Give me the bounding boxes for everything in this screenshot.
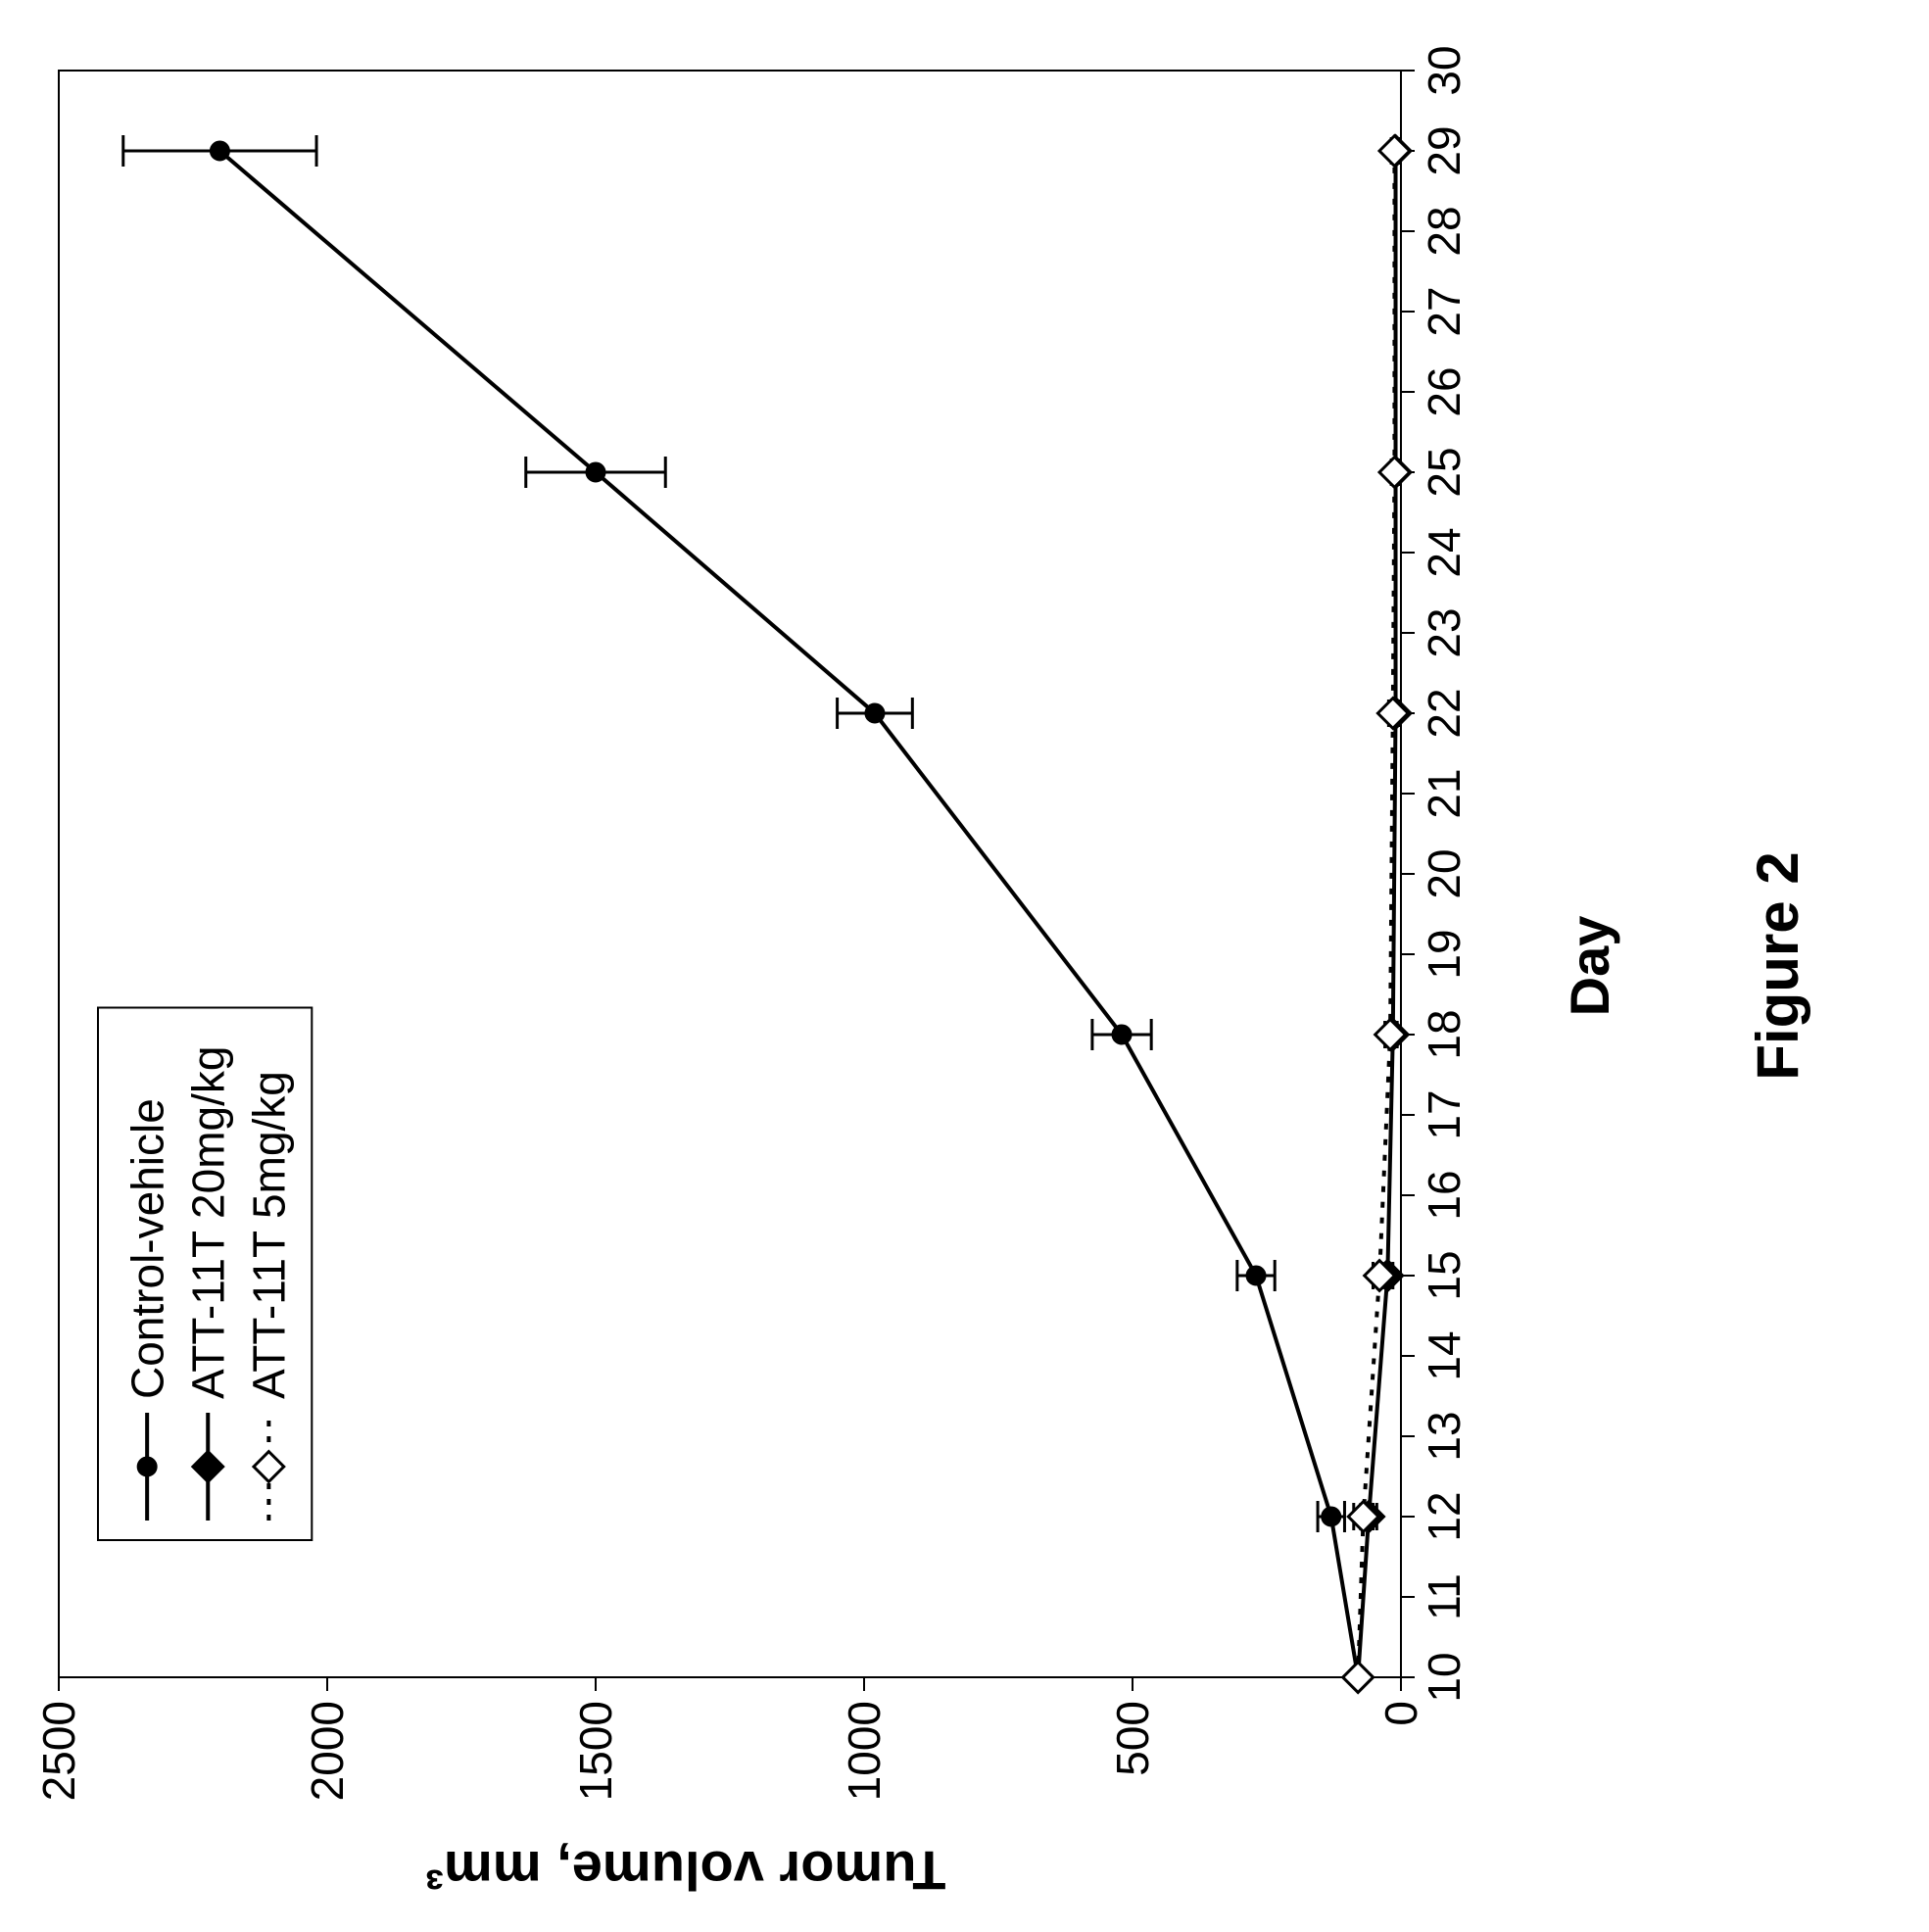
legend-label: ATT-11T 20mg/kg [182, 1046, 233, 1399]
svg-text:17: 17 [1419, 1089, 1470, 1139]
svg-text:20: 20 [1419, 848, 1470, 898]
svg-text:1500: 1500 [570, 1701, 621, 1801]
svg-text:13: 13 [1419, 1411, 1470, 1461]
svg-text:18: 18 [1419, 1009, 1470, 1059]
legend-label: Control-vehicle [121, 1098, 172, 1399]
svg-text:16: 16 [1419, 1170, 1470, 1220]
svg-text:15: 15 [1419, 1250, 1470, 1300]
svg-text:28: 28 [1419, 206, 1470, 256]
svg-text:25: 25 [1419, 447, 1470, 497]
svg-text:1000: 1000 [839, 1701, 890, 1801]
svg-text:14: 14 [1419, 1330, 1470, 1380]
svg-text:2500: 2500 [33, 1701, 84, 1801]
svg-text:11: 11 [1419, 1573, 1470, 1620]
y-axis-label: Tumor volume, mm³ [425, 1839, 945, 1903]
legend-label: ATT-11T 5mg/kg [243, 1071, 294, 1399]
svg-text:24: 24 [1419, 527, 1470, 577]
tumor-volume-chart: 0 500 1000 1500 2000 2500 10 11 12 13 14 15 16 17 18 19… [0, 0, 1665, 1932]
svg-text:12: 12 [1419, 1491, 1470, 1541]
figure-container: 0 500 1000 1500 2000 2500 10 11 12 13 14 15 16 17 18 19… [0, 0, 1929, 1932]
svg-text:500: 500 [1107, 1701, 1158, 1776]
svg-text:0: 0 [1375, 1701, 1426, 1726]
svg-text:22: 22 [1419, 688, 1470, 738]
svg-text:10: 10 [1419, 1652, 1470, 1702]
legend: Control-vehicleATT-11T 20mg/kgATT-11T 5m… [98, 1008, 312, 1541]
svg-text:29: 29 [1419, 125, 1470, 175]
svg-text:27: 27 [1419, 286, 1470, 336]
svg-text:2000: 2000 [302, 1701, 353, 1801]
svg-text:23: 23 [1419, 607, 1470, 657]
svg-text:19: 19 [1419, 929, 1470, 979]
x-axis-label: Day [1558, 0, 1621, 1932]
svg-text:26: 26 [1419, 366, 1470, 416]
svg-text:30: 30 [1419, 45, 1470, 95]
figure-caption: Figure 2 [1744, 0, 1811, 1932]
svg-text:21: 21 [1419, 768, 1470, 818]
